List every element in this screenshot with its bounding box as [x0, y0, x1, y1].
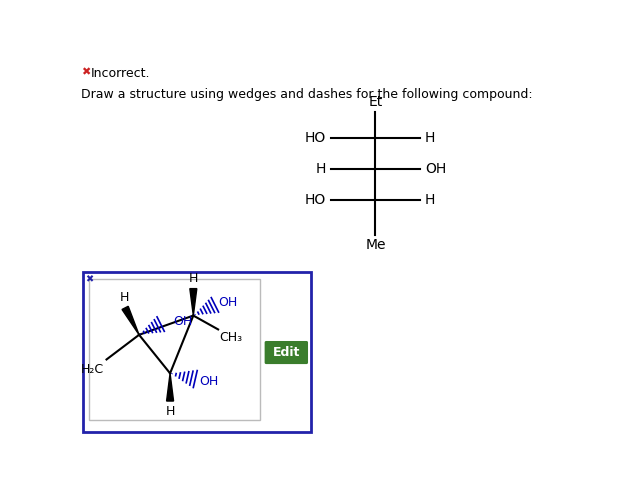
Polygon shape — [190, 288, 197, 316]
Text: H: H — [425, 193, 435, 207]
Text: Draw a structure using wedges and dashes for the following compound:: Draw a structure using wedges and dashes… — [81, 88, 533, 102]
Text: H₂C: H₂C — [81, 362, 103, 376]
Polygon shape — [167, 373, 174, 401]
Text: Incorrect.: Incorrect. — [91, 67, 150, 80]
Text: H: H — [189, 272, 198, 285]
Text: CH₃: CH₃ — [220, 331, 243, 344]
Polygon shape — [122, 306, 139, 335]
Text: Me: Me — [365, 238, 386, 252]
Text: OH: OH — [425, 162, 447, 176]
Text: ✖: ✖ — [81, 67, 91, 77]
Text: Et: Et — [369, 95, 382, 109]
Bar — [82, 273, 311, 432]
Text: OH: OH — [199, 375, 218, 387]
Text: ✖: ✖ — [85, 275, 93, 285]
Text: H: H — [425, 132, 435, 145]
Bar — [89, 280, 260, 420]
Text: H: H — [120, 291, 129, 304]
Text: H: H — [165, 405, 175, 418]
Text: H: H — [316, 162, 326, 176]
Text: HO: HO — [304, 132, 326, 145]
Text: HO: HO — [304, 193, 326, 207]
Text: OH: OH — [173, 315, 192, 328]
Text: Edit: Edit — [272, 346, 300, 359]
Text: OH: OH — [218, 296, 237, 309]
FancyBboxPatch shape — [265, 341, 308, 364]
